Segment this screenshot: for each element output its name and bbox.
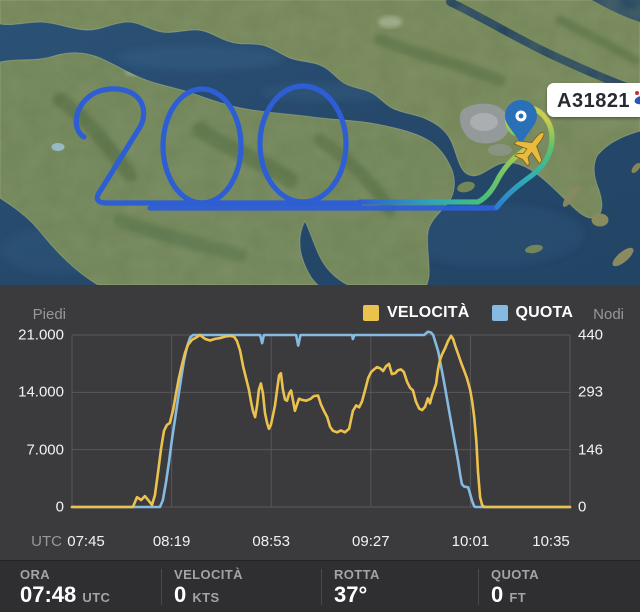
right-tick-label: 0 [578, 498, 587, 516]
x-axis-unit: UTC [31, 533, 62, 550]
map-view[interactable]: A31821 [0, 0, 640, 286]
left-tick-label: 21.000 [18, 326, 64, 344]
legend-item-speed[interactable]: VELOCITÀ [363, 304, 470, 322]
altitude-swatch-icon [491, 305, 508, 321]
rotta-value: 37° [334, 582, 368, 607]
divider [321, 569, 322, 605]
rotta-label: ROTTA [334, 567, 380, 582]
altitude-line [70, 330, 572, 509]
flight-callsign: A31821 [557, 90, 630, 112]
trail-200 [73, 83, 555, 211]
telemetry-statusbar: ORA 07:48 UTC VELOCITÀ 0 KTS ROTTA 37° Q… [0, 560, 640, 612]
x-tick-label: 09:27 [352, 533, 390, 550]
right-axis-unit: Nodi [593, 306, 624, 323]
left-tick-label: 14.000 [18, 383, 64, 401]
speed-line [70, 333, 572, 509]
speed-swatch-icon [363, 305, 379, 321]
map-canvas[interactable]: A31821 [0, 0, 640, 286]
ora-label: ORA [20, 567, 51, 582]
left-tick-label: 0 [55, 498, 64, 516]
flight-graph-panel: Piedi VELOCITÀ QUOTA Nodi 21.000 14.000 7.… [0, 285, 640, 560]
flight-graph[interactable] [0, 285, 640, 560]
divider [478, 569, 479, 605]
quota-label: QUOTA [491, 567, 539, 582]
flight-label[interactable]: A31821 [547, 83, 640, 117]
legend-speed-label: VELOCITÀ [387, 304, 470, 321]
legend-altitude-label: QUOTA [515, 304, 574, 321]
location-pin[interactable] [505, 100, 537, 144]
x-tick-label: 08:19 [152, 533, 191, 550]
status-rotta: ROTTA 37° [334, 567, 380, 609]
right-tick-label: 293 [578, 383, 604, 401]
athens-urban-area [459, 103, 512, 156]
chart-legend: VELOCITÀ QUOTA [363, 304, 573, 322]
x-tick-label: 10:35 [532, 533, 570, 550]
velocita-value: 0 KTS [174, 582, 220, 607]
x-tick-label: 10:01 [451, 533, 490, 550]
status-ora: ORA 07:48 UTC [20, 567, 110, 609]
right-tick-label: 146 [578, 441, 604, 459]
left-axis-unit: Piedi [32, 306, 66, 323]
x-tick-label: 08:53 [252, 533, 290, 550]
right-tick-label: 440 [578, 326, 604, 344]
aircraft-icon[interactable] [509, 123, 556, 171]
brand-logo-icon [634, 91, 640, 105]
ora-value: 07:48 UTC [20, 582, 111, 607]
status-velocita: VELOCITÀ 0 KTS [174, 567, 243, 609]
x-tick-label: 07:45 [67, 533, 105, 550]
legend-item-altitude[interactable]: QUOTA [491, 304, 574, 322]
quota-value: 0 FT [491, 582, 527, 607]
velocita-label: VELOCITÀ [174, 567, 243, 582]
status-quota: QUOTA 0 FT [491, 567, 539, 609]
left-tick-label: 7.000 [26, 441, 64, 459]
chart-grid [71, 334, 571, 508]
divider [161, 569, 162, 605]
lake [51, 143, 65, 151]
